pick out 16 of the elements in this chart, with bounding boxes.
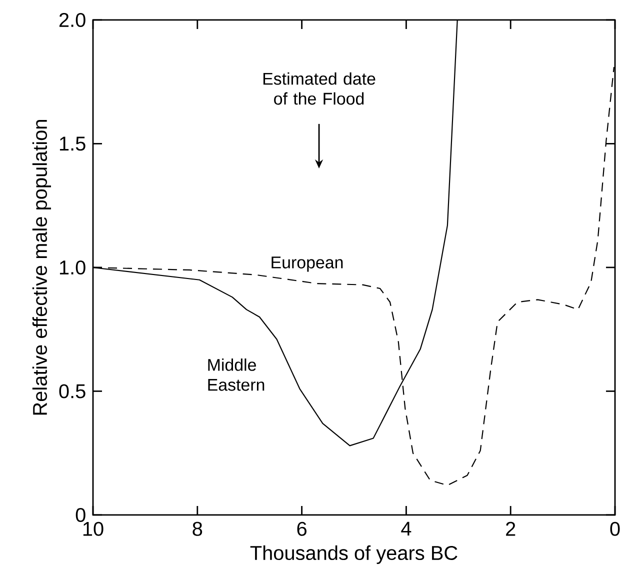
x-axis-title: Thousands of years BC [250,545,458,564]
series-label: Middle Eastern [208,358,264,391]
series-label: European [272,256,343,272]
y-tick-label: 0.5 [59,384,86,398]
annotation: Estimated date of the Flood [263,72,376,105]
x-tick-label: 2 [506,522,516,536]
y-tick-label: 0 [76,508,86,522]
x-tick-label: 0 [610,522,620,536]
y-tick-label: 2.0 [59,12,86,28]
x-tick-label: 4 [401,522,412,536]
x-tick-label: 10 [83,522,104,536]
y-axis-title: Relative effective male population [32,120,51,415]
y-tick-label: 1.0 [60,260,86,275]
x-tick-label: 6 [297,522,306,536]
x-tick-label: 8 [192,522,202,536]
y-tick-label: 1.5 [60,136,86,151]
